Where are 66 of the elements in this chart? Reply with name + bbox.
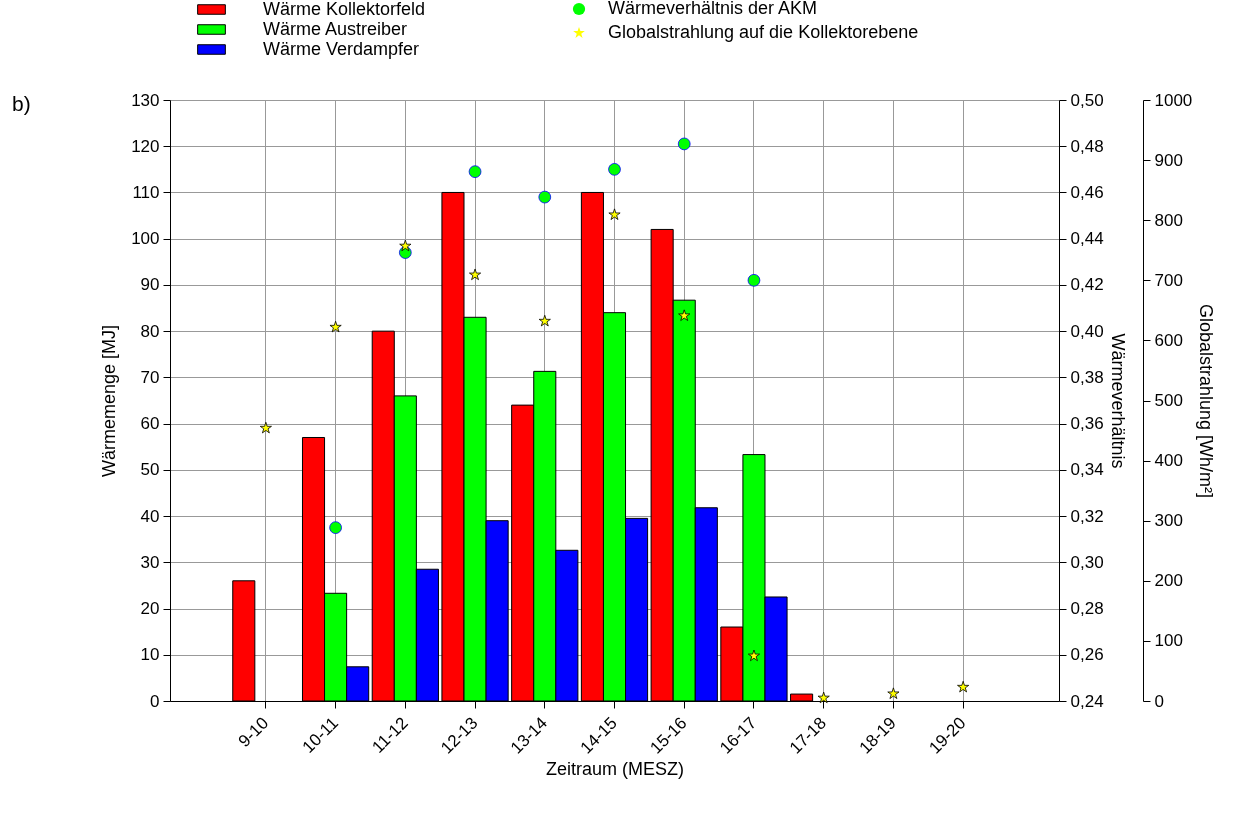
text: b) <box>12 92 31 116</box>
y-tick-label: 70 <box>140 367 160 387</box>
y3-tick-label: 1000 <box>1154 90 1193 110</box>
legend-label: Wärme Verdampfer <box>263 38 420 59</box>
y-tick-label: 60 <box>140 414 160 434</box>
point <box>608 208 621 220</box>
y3-tick-label: 800 <box>1154 210 1183 230</box>
legend-label: Wärmeverhältnis der AKM <box>608 0 818 18</box>
y-tick-label: 10 <box>140 645 160 665</box>
point <box>399 239 412 252</box>
y-tick-label: 90 <box>140 275 160 295</box>
point <box>957 680 970 693</box>
point <box>817 691 830 704</box>
y2-tick-label: 0,24 <box>1070 691 1104 711</box>
y-tick-label: 0 <box>150 691 160 711</box>
legend-label: Globalstrahlung auf die Kollektorebene <box>608 22 919 42</box>
point <box>747 274 761 287</box>
point <box>608 163 621 176</box>
y-tick-label: 30 <box>140 552 160 572</box>
y2-tick-label: 0,26 <box>1070 645 1104 665</box>
y2-tick-label: 0,28 <box>1070 599 1104 619</box>
y2-tick-label: 0,46 <box>1070 182 1104 202</box>
y2-axis-title: Wärmeverhältnis <box>1107 333 1128 469</box>
y-tick-label: 110 <box>132 182 160 202</box>
y-tick-label: 120 <box>131 136 160 156</box>
y2-tick-label: 0,36 <box>1070 414 1104 434</box>
y3-tick-label: 900 <box>1154 150 1183 170</box>
y2-tick-label: 0,44 <box>1070 229 1104 249</box>
y3-tick-label: 600 <box>1154 330 1183 350</box>
y2-tick-label: 0,48 <box>1070 136 1104 156</box>
x-axis-title: Zeitraum (MESZ) <box>545 758 685 779</box>
point <box>468 165 482 178</box>
y2-tick-label: 0,30 <box>1070 552 1104 572</box>
y2-tick-label: 0,32 <box>1070 506 1104 526</box>
point <box>329 320 342 333</box>
legend-label: Wärme Austreiber <box>263 18 408 39</box>
point <box>469 268 482 281</box>
y2-tick-label: 0,40 <box>1070 321 1104 341</box>
y3-tick-label: 300 <box>1154 511 1183 531</box>
y-tick-label: 100 <box>131 229 160 249</box>
y-tick-label: 20 <box>140 599 160 619</box>
y2-tick-label: 0,38 <box>1070 367 1104 387</box>
y-tick-label: 130 <box>131 90 160 110</box>
point <box>677 137 691 151</box>
y3-tick-label: 100 <box>1154 631 1183 651</box>
y3-tick-label: 700 <box>1154 270 1183 290</box>
y3-tick-label: 400 <box>1154 451 1183 471</box>
y-axis-title: Wärmemenge [MJ] <box>99 324 120 478</box>
y-tick-label: 50 <box>140 460 160 480</box>
y2-tick-label: 0,34 <box>1070 460 1104 480</box>
y2-tick-label: 0,42 <box>1070 275 1104 295</box>
y2-tick-label: 0,50 <box>1070 90 1104 110</box>
point <box>887 687 900 699</box>
y3-axis-title: Globalstrahlung [Wh/m²] <box>1196 303 1217 499</box>
point <box>538 190 552 204</box>
y3-tick-label: 0 <box>1154 691 1164 711</box>
point <box>678 309 691 321</box>
point <box>329 521 342 534</box>
point <box>259 421 272 434</box>
y3-tick-label: 500 <box>1154 391 1183 410</box>
legend-label: Wärme Kollektorfeld <box>263 0 426 19</box>
y-tick-label: 40 <box>140 506 160 526</box>
y3-tick-label: 200 <box>1154 571 1183 591</box>
y-tick-label: 80 <box>140 321 160 341</box>
point <box>538 314 551 327</box>
point <box>747 649 760 662</box>
